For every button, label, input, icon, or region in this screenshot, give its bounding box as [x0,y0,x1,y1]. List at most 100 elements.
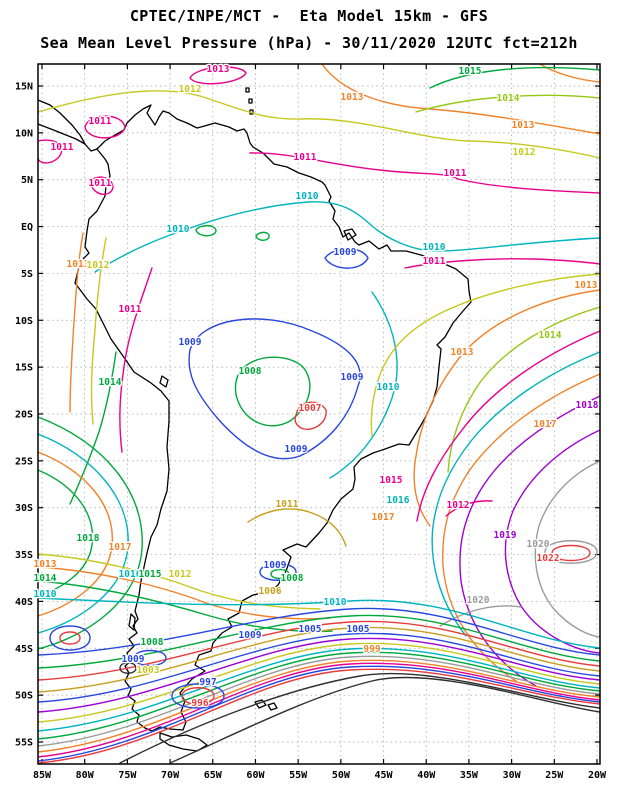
contour-label: 1008 [239,366,262,377]
contour-label: 1017 [372,512,395,523]
lat-label: 40S [15,597,33,608]
lat-label: 35S [15,550,33,561]
contour-label: 1019 [494,530,517,541]
contour-label: 1009 [239,630,262,641]
isobar-1010 [38,597,600,649]
contour-label: 1013 [341,92,364,103]
contour-label: 1013 [451,347,474,358]
isobar-997 [38,665,600,762]
contour-label: 999 [363,644,380,655]
isobar-1011 [89,176,114,195]
isobar-1008 [234,356,311,427]
isobar-1011 [119,267,153,453]
contour-label: 1016 [119,569,142,580]
coastline-path [248,98,253,104]
contour-label: 1014 [34,573,57,584]
lon-label: 50W [332,770,351,781]
contour-label: 1010 [324,597,347,608]
lat-label: 15S [15,363,33,374]
isobar-1009 [188,318,361,460]
lat-label: 45S [15,644,33,655]
isobar-1011 [38,139,63,164]
isobar-1013 [413,289,600,527]
isobar-1022 [551,544,591,562]
isobar-1008 [255,231,270,241]
contour-label: 1020 [527,539,550,550]
isobar-1019 [504,429,600,654]
contour-label: 1003 [137,665,160,676]
isobar-1009 [38,607,600,656]
isobar-1011 [249,152,600,194]
coastline-path [245,87,250,93]
contour-label: 1011 [276,499,299,510]
isobar-1009 [259,563,297,581]
isobar-996 [38,668,600,764]
contour-label: 1011 [119,304,142,315]
isobar-1015 [416,330,600,522]
isobar-1013 [69,232,84,413]
map-frame [37,63,601,765]
lon-label: 40W [417,770,436,781]
contour-label: 1009 [341,372,364,383]
isobar-1016 [38,433,129,634]
isobar-1017 [442,373,600,682]
lon-label: 75W [118,770,137,781]
lat-label: 10N [15,128,33,139]
isobar-1000 [119,662,137,674]
coastline-path [159,732,208,752]
contour-label: 1010 [167,224,190,235]
contour-label: 1011 [89,178,112,189]
contour-label: 1013 [34,559,57,570]
contour-label: 1013 [207,64,230,75]
isobar-1003 [38,642,600,723]
isobar-1015 [429,66,600,89]
contour-label: 1009 [264,560,287,571]
contour-label: 1010 [423,242,446,253]
contour-label: 1011 [89,116,112,127]
contour-label: 1011 [51,142,74,153]
contour-label: 996 [191,698,208,709]
isobar-1006 [38,626,600,693]
lat-label: EQ [21,222,33,233]
lat-label: 20S [15,409,33,420]
map-layers [38,64,600,764]
contour-label: 1005 [347,624,370,635]
isobar-1005 [49,625,91,651]
isobar-1014 [69,351,117,505]
coastline-path [159,375,169,388]
contour-label: 997 [199,677,216,688]
isobar-1003 [133,649,167,667]
isobar-1011 [84,115,126,139]
lon-label: 20W [588,770,607,781]
isobar-1013 [539,64,600,83]
contour-label: 1006 [259,586,282,597]
isobar-992 [119,672,600,764]
isobar-1010 [329,291,398,479]
isobar-1001 [38,651,600,740]
isobar-1018 [38,469,94,597]
contour-label: 1014 [497,93,520,104]
isobar-1014 [447,306,600,473]
contour-label: 1018 [77,533,100,544]
contour-label: 1009 [179,337,202,348]
contour-label: 1011 [423,256,446,267]
isobar-1020 [439,605,522,627]
contour-label: 1015 [139,569,162,580]
coastline-path [254,699,267,709]
isobar-1012 [38,90,600,159]
isobar-1011 [404,258,600,269]
contour-label: 1009 [285,444,308,455]
contour-label: 1013 [575,280,598,291]
isobar-1012 [38,553,321,610]
isobar-1008 [270,568,290,580]
isobar-988 [169,676,600,764]
lon-label: 65W [204,770,223,781]
isobar-1009 [324,247,369,269]
lon-label: 25W [545,770,564,781]
lon-label: 80W [76,770,95,781]
isobar-1002 [59,631,81,645]
contour-label: 1014 [99,377,122,388]
lat-label: 5S [21,269,33,280]
